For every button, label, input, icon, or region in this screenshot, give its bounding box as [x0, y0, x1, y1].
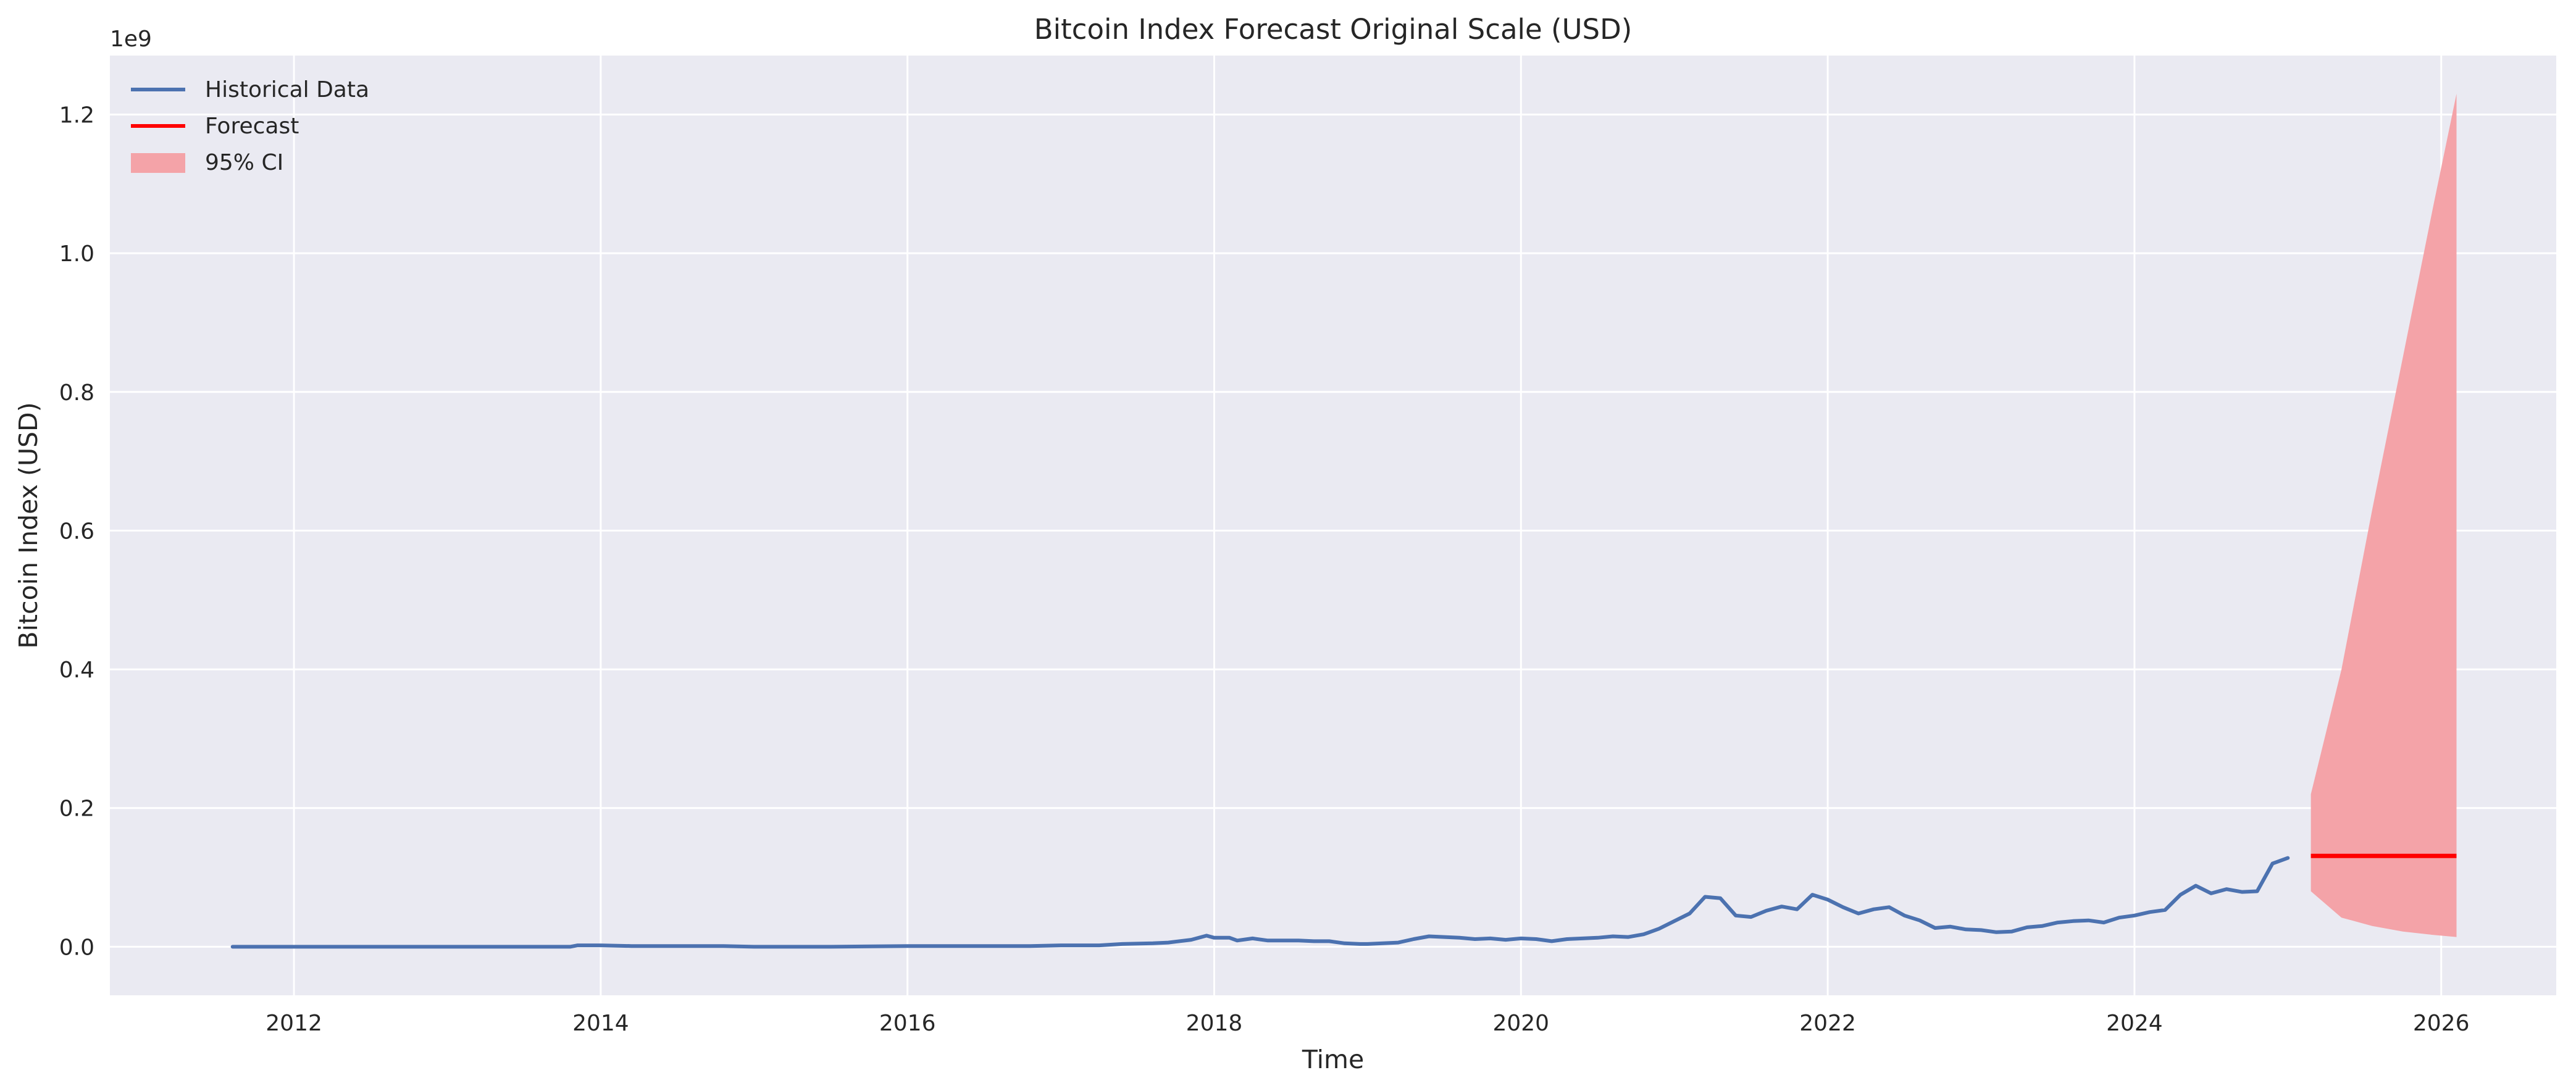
x-tick-label: 2024: [2106, 1011, 2163, 1036]
x-axis-label: Time: [1302, 1045, 1364, 1074]
y-tick-label: 0.2: [59, 796, 94, 822]
legend-label-ci: 95% CI: [205, 150, 283, 175]
series-layer: [230, 853, 2457, 949]
x-tick-label: 2026: [2413, 1011, 2470, 1036]
grid-lines: [110, 56, 2556, 995]
y-tick-label: 1.2: [59, 102, 94, 128]
x-tick-label: 2018: [1186, 1011, 1243, 1036]
y-tick-label: 0.8: [59, 380, 94, 406]
chart-title: Bitcoin Index Forecast Original Scale (U…: [1034, 13, 1633, 46]
y-tick-label: 0.4: [59, 658, 94, 683]
x-tick-labels: 2012 2014 2016 2018 2020 2022 2024 2026: [266, 1011, 2469, 1036]
legend-label-historical: Historical Data: [205, 77, 369, 102]
ci-band-layer: [2310, 93, 2457, 937]
y-tick-label: 0.6: [59, 519, 94, 544]
x-tick-label: 2020: [1492, 1011, 1549, 1036]
legend-swatch-ci: [131, 153, 185, 173]
x-tick-label: 2022: [1799, 1011, 1856, 1036]
legend: Historical Data Forecast 95% CI: [131, 77, 369, 175]
y-offset-label: 1e9: [110, 27, 152, 52]
y-tick-label: 1.0: [59, 241, 94, 267]
ci-band: [2310, 93, 2457, 937]
x-tick-label: 2016: [879, 1011, 936, 1036]
legend-label-forecast: Forecast: [205, 114, 299, 139]
plot-area: [110, 56, 2556, 995]
x-tick-label: 2014: [572, 1011, 629, 1036]
x-tick-label: 2012: [266, 1011, 322, 1036]
y-tick-labels: 0.0 0.2 0.4 0.6 0.8 1.0 1.2: [59, 102, 94, 960]
y-axis-label: Bitcoin Index (USD): [14, 402, 43, 648]
historical-line: [230, 856, 2290, 949]
y-tick-label: 0.0: [59, 935, 94, 960]
